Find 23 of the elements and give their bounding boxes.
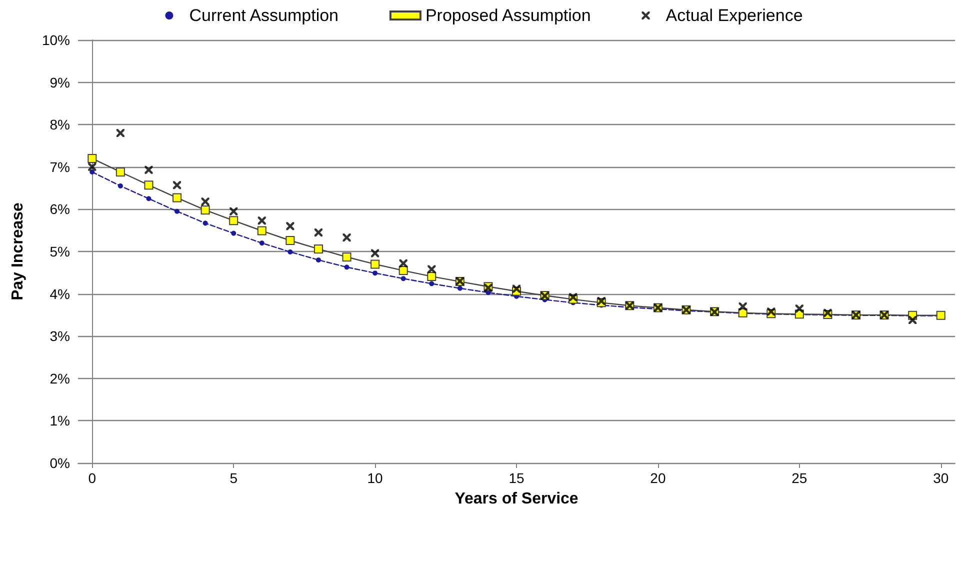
y-tick-label: 10% bbox=[42, 32, 70, 48]
x-tick-label: 10 bbox=[367, 470, 384, 486]
y-tick-label: 3% bbox=[50, 328, 70, 344]
legend-label: Current Assumption bbox=[189, 6, 339, 25]
x-tick-label: 20 bbox=[650, 470, 666, 486]
x-tick-label: 25 bbox=[792, 470, 808, 486]
y-tick-label: 8% bbox=[50, 116, 70, 133]
x-tick-label: 30 bbox=[933, 470, 949, 486]
y-tick-label: 1% bbox=[50, 412, 70, 429]
legend-label: Actual Experience bbox=[666, 6, 803, 25]
y-tick-label: 9% bbox=[50, 74, 70, 90]
x-axis-title: Years of Service bbox=[454, 490, 578, 508]
y-axis-title: Pay Increase bbox=[10, 202, 26, 300]
y-tick-label: 0% bbox=[50, 455, 70, 471]
x-tick-label: 15 bbox=[508, 470, 524, 486]
y-tick-label: 5% bbox=[50, 244, 70, 260]
y-tick-label: 4% bbox=[50, 286, 70, 302]
x-tick-label: 5 bbox=[230, 470, 238, 486]
legend-label: Proposed Assumption bbox=[425, 6, 591, 25]
y-tick-label: 2% bbox=[50, 370, 70, 386]
y-tick-label: 7% bbox=[50, 158, 70, 175]
y-tick-label: 6% bbox=[50, 201, 70, 218]
x-tick-label: 0 bbox=[88, 470, 96, 486]
